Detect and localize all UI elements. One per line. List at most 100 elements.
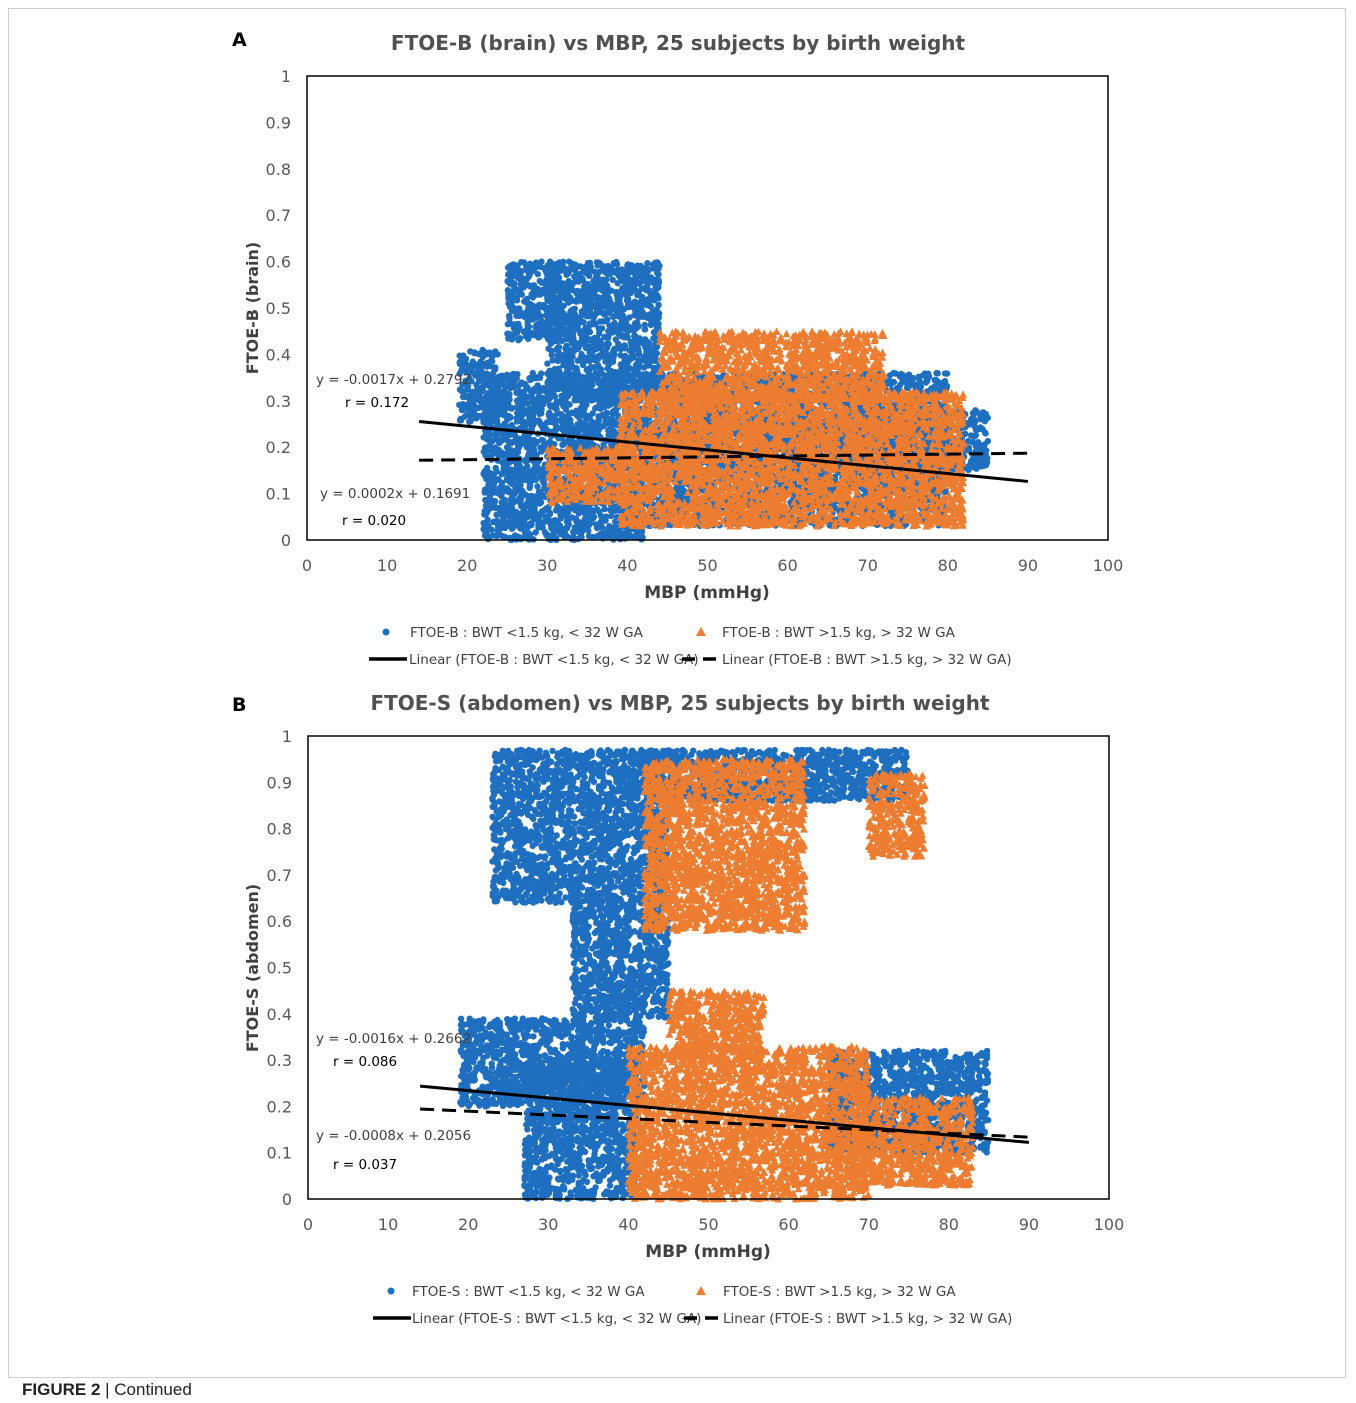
data-point [603,344,611,352]
data-point [508,298,516,305]
data-point [560,318,568,326]
data-point [578,308,585,315]
data-point [474,412,482,420]
data-point [566,384,573,392]
data-point [525,535,532,543]
data-point [495,476,502,483]
data-point [572,526,580,533]
data-point [619,271,627,278]
data-point [512,486,519,493]
data-point [536,374,544,382]
data-point [608,512,615,520]
data-point [538,397,545,405]
data-point [544,389,551,397]
data-point [520,259,528,266]
data-point [653,317,661,324]
data-point [577,438,585,446]
data-point [571,265,578,272]
data-point [560,258,567,265]
data-point [973,465,980,472]
data-point [619,305,626,312]
data-point [618,317,626,325]
data-point [568,362,576,369]
data-point [604,388,611,396]
data-point [563,266,570,273]
data-point [624,369,632,377]
data-point [506,280,513,287]
data-point [649,309,656,316]
data-point [594,262,601,269]
data-point [584,280,591,288]
data-point [491,351,498,358]
data-point [972,431,979,439]
data-point [596,330,603,337]
data-point [547,325,554,333]
data-point [507,496,515,503]
data-point [587,299,595,306]
data-point [492,504,499,512]
data-point [551,401,559,408]
data-point [645,267,652,274]
data-point [605,402,612,409]
data-point [984,437,991,445]
data-point [611,345,618,353]
data-point [532,529,539,536]
data-point [562,282,569,289]
data-point [530,476,538,483]
data-point [527,520,534,527]
data-point [630,283,638,290]
data-point [636,311,643,318]
data-point [588,395,595,402]
data-point [485,532,492,540]
data-point [517,535,525,543]
data-point [574,421,581,428]
data-point [595,352,602,360]
data-point [979,425,986,433]
data-point [597,370,604,377]
data-point [524,400,531,407]
data-point [534,310,541,317]
data-point [547,533,554,540]
data-point [556,265,564,272]
data-point [597,344,604,352]
data-point [524,385,531,392]
data-point [515,310,522,318]
data-point [501,405,508,412]
data-point [513,287,520,295]
data-point [574,381,581,389]
data-point [583,401,590,408]
data-point [528,291,535,298]
data-point [518,468,525,475]
data-point [505,502,513,509]
data-point [655,301,662,309]
data-point [508,405,515,412]
data-point [601,264,609,271]
data-point [458,406,466,414]
data-point [536,333,543,340]
data-point [650,329,658,336]
data-point [522,296,529,304]
data-point [580,267,588,274]
data-point [480,448,487,455]
data-point [513,389,520,396]
data-point [651,296,658,303]
data-point [515,444,523,451]
chart-title-a: FTOE-B (brain) vs MBP, 25 subjects by bi… [391,31,966,55]
data-point [547,418,554,426]
data-point [644,362,652,369]
data-point [491,365,499,373]
data-point [576,341,584,349]
data-point [615,300,622,307]
data-point [549,314,557,322]
data-point [569,353,576,360]
data-point [598,381,605,388]
data-point [586,272,593,279]
data-point [484,516,491,523]
data-point [498,499,505,506]
data-point [570,307,577,315]
panel-a: A FTOE-B (brain) vs MBP, 25 subjects by … [232,29,1123,668]
data-point [483,416,490,423]
data-point [538,318,546,325]
data-point [562,406,570,413]
data-point [579,287,586,294]
